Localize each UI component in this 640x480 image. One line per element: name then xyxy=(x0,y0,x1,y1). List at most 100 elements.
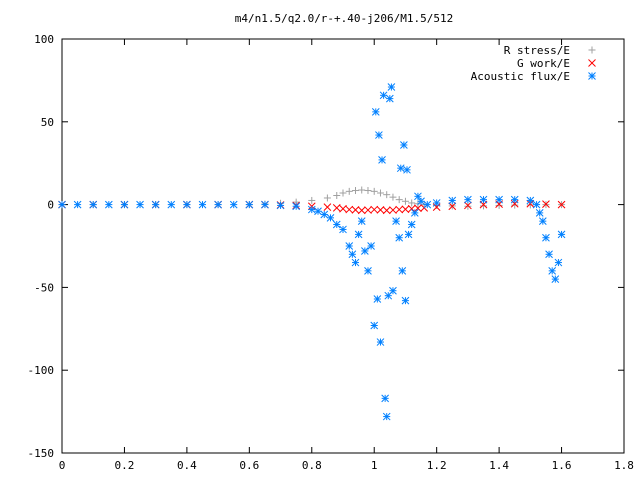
plot-frame xyxy=(61,38,625,454)
data-point xyxy=(389,286,397,295)
data-point xyxy=(545,250,553,259)
data-point xyxy=(314,207,322,216)
x-tick-label: 0.8 xyxy=(302,459,322,472)
data-point xyxy=(370,187,378,195)
data-point xyxy=(292,202,301,211)
data-point xyxy=(339,204,347,213)
data-point xyxy=(414,192,422,201)
data-point xyxy=(333,191,341,199)
data-point xyxy=(307,205,316,214)
data-point xyxy=(229,200,238,209)
data-point xyxy=(73,200,82,209)
y-tick-label: -100 xyxy=(28,364,55,377)
data-point xyxy=(276,201,285,210)
data-point xyxy=(448,196,457,205)
data-point xyxy=(395,233,404,242)
data-point xyxy=(376,206,385,214)
data-point xyxy=(383,191,391,199)
data-point xyxy=(387,83,396,91)
data-point xyxy=(332,220,341,229)
data-point xyxy=(354,230,363,239)
data-point xyxy=(339,189,347,197)
data-point xyxy=(376,189,384,197)
legend-label: Acoustic flux/E xyxy=(471,70,570,83)
data-point xyxy=(548,266,557,275)
legend-marker xyxy=(588,72,596,80)
data-point xyxy=(464,201,472,210)
data-point xyxy=(407,204,416,213)
data-point xyxy=(358,186,366,194)
data-point xyxy=(345,242,354,250)
data-point xyxy=(535,209,544,217)
data-point xyxy=(104,200,113,209)
data-point xyxy=(198,200,207,209)
data-point xyxy=(407,220,416,229)
data-point xyxy=(373,295,382,303)
y-tick-label: 100 xyxy=(34,33,54,46)
data-point xyxy=(332,204,341,212)
data-point xyxy=(542,233,550,242)
data-point xyxy=(261,200,269,209)
data-point xyxy=(136,200,144,209)
data-point xyxy=(323,203,332,211)
data-point xyxy=(464,202,472,210)
data-point xyxy=(120,200,129,209)
data-point xyxy=(417,197,425,206)
data-point xyxy=(351,187,359,195)
series-2 xyxy=(58,83,566,421)
data-point xyxy=(183,200,191,209)
x-tick-label: 0.6 xyxy=(239,459,259,472)
data-point xyxy=(395,205,404,214)
x-tick-label: 1.4 xyxy=(489,459,509,472)
data-point xyxy=(400,141,408,149)
data-point xyxy=(526,196,535,205)
data-point xyxy=(480,202,487,210)
data-point xyxy=(323,194,331,202)
data-point xyxy=(367,242,375,250)
data-point xyxy=(448,202,457,211)
data-point xyxy=(151,200,160,209)
data-point xyxy=(542,200,550,208)
data-point xyxy=(403,165,411,174)
data-point xyxy=(401,205,410,214)
data-point xyxy=(58,200,66,209)
legend-label: G work/E xyxy=(517,57,570,70)
data-point xyxy=(308,196,316,204)
data-point xyxy=(357,206,366,215)
data-point xyxy=(532,200,541,209)
data-point xyxy=(357,217,366,226)
data-point xyxy=(379,91,388,100)
y-tick-label: -150 xyxy=(28,447,55,460)
data-point xyxy=(554,258,563,267)
data-point xyxy=(364,206,372,214)
legend-marker xyxy=(588,46,596,54)
y-tick-label: 0 xyxy=(47,199,54,212)
data-point xyxy=(345,187,353,195)
axis-ticks: 0 0.2 0.4 0.6 0.8 1 1.2 1.4 1.6 1.8 100 50 0 -50 -100 -… xyxy=(28,33,634,472)
x-tick-label: 1.8 xyxy=(614,459,634,472)
x-tick-label: 0.2 xyxy=(115,459,135,472)
data-point xyxy=(364,187,372,195)
data-point xyxy=(479,195,488,204)
data-point xyxy=(382,412,391,421)
data-point xyxy=(370,321,379,330)
data-point xyxy=(320,210,329,219)
data-point xyxy=(89,200,98,209)
data-point xyxy=(538,217,547,226)
data-point xyxy=(326,213,335,222)
data-point xyxy=(371,108,380,116)
series-layer xyxy=(58,83,566,421)
data-point xyxy=(495,195,503,204)
data-point xyxy=(557,230,566,239)
x-tick-label: 0.4 xyxy=(177,459,197,472)
data-point xyxy=(370,205,379,214)
data-point xyxy=(339,225,347,234)
data-point xyxy=(423,200,432,209)
data-point xyxy=(351,258,360,267)
data-point xyxy=(389,193,397,201)
data-point xyxy=(395,196,403,204)
y-tick-label: 50 xyxy=(41,116,54,129)
data-point xyxy=(364,266,372,275)
data-point xyxy=(381,394,390,403)
